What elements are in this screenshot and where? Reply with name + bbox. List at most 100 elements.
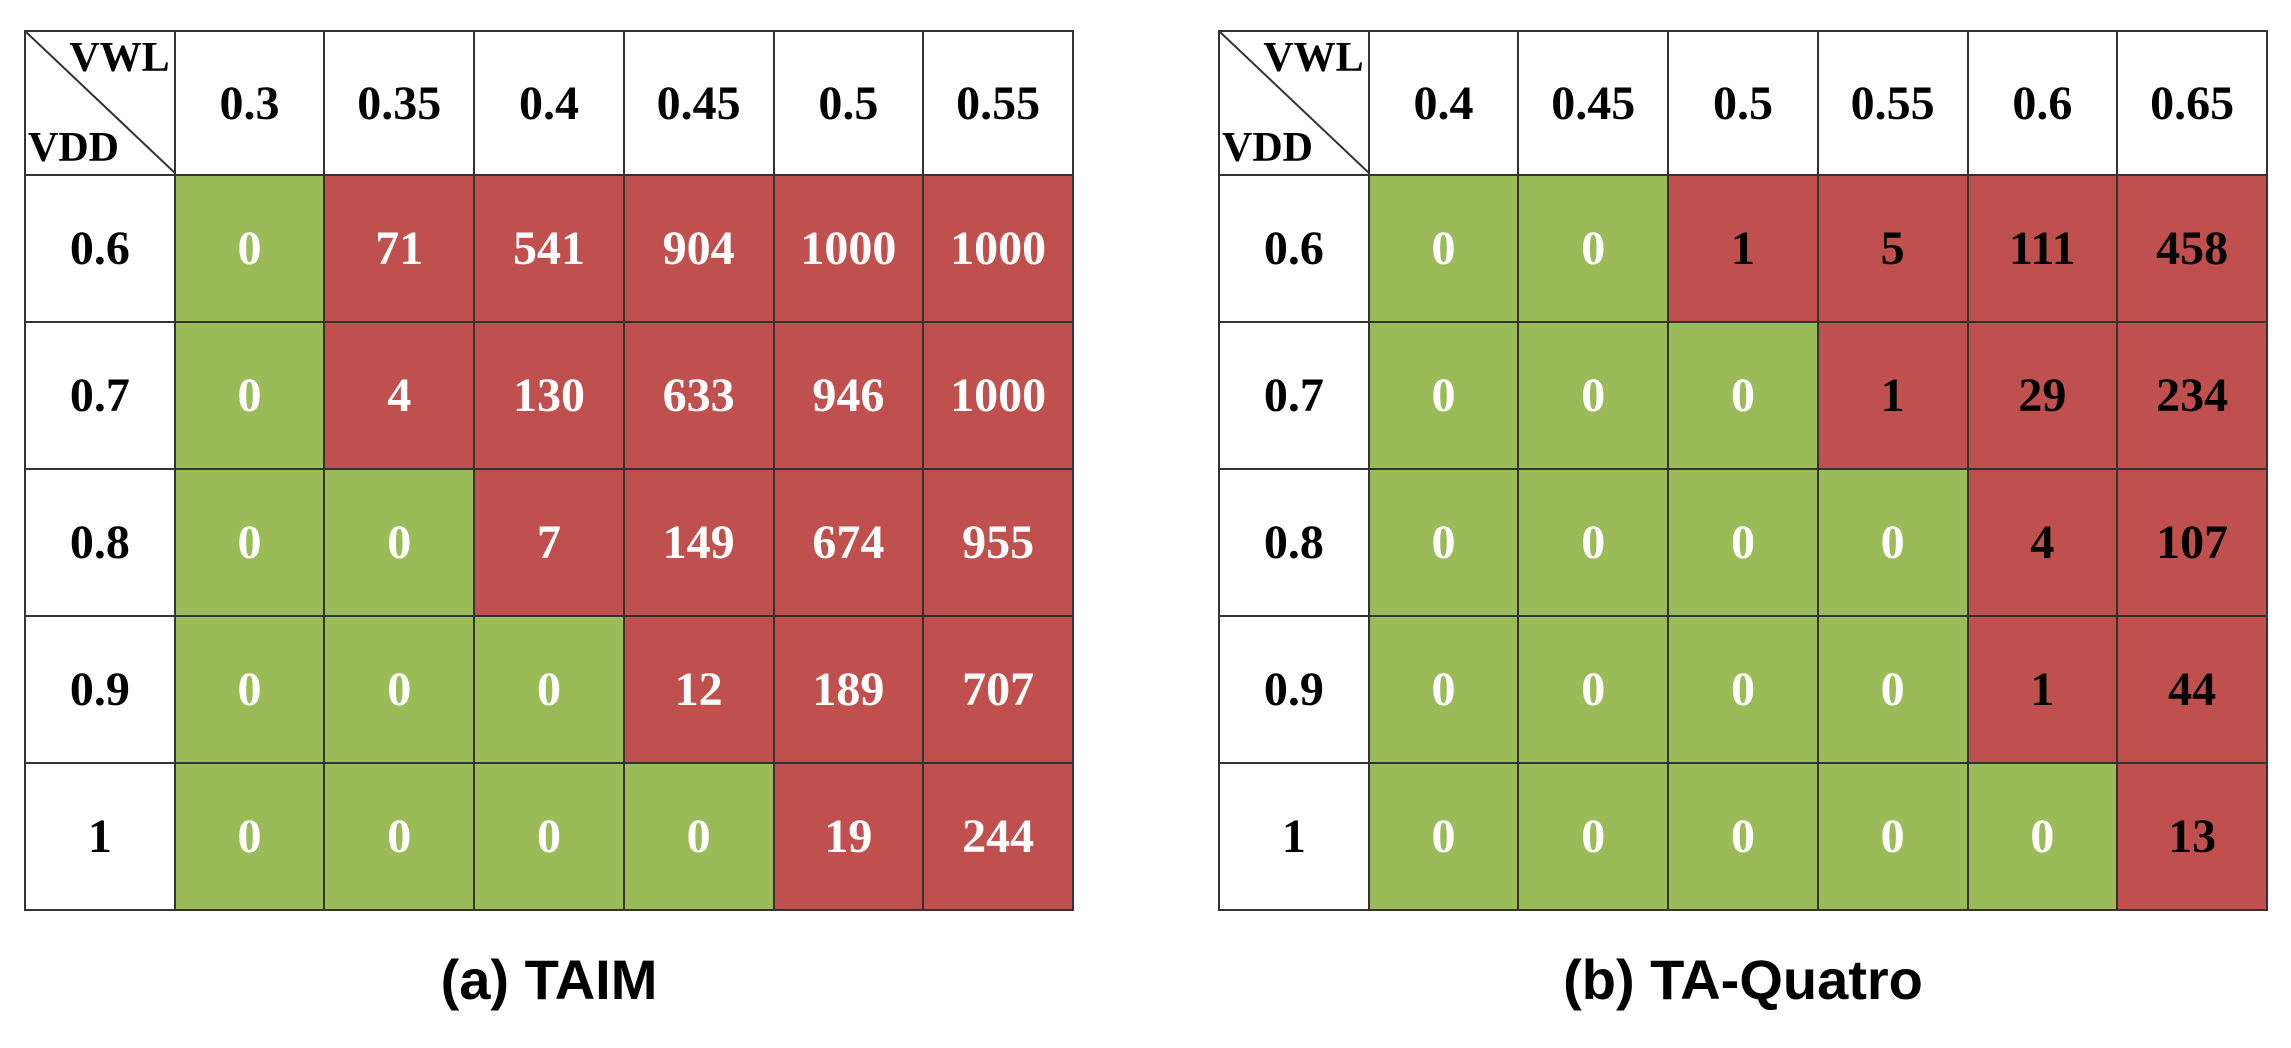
column-header: 0.45 [1517,30,1670,176]
header-row: VWL VDD 0.4 0.45 0.5 0.55 0.6 0.65 [1218,30,2268,176]
cell-pass: 0 [1667,321,1819,470]
table-row: 0.8 0 0 7 149 674 955 [24,468,1074,617]
cell-fail: 4 [323,321,476,470]
cell-fail: 904 [622,174,775,323]
cell-fail: 541 [473,174,625,323]
table-row: 0.9 0 0 0 0 1 44 [1218,615,2268,764]
cell-fail: 244 [922,762,1074,911]
cell-pass: 0 [1966,762,2119,911]
column-header: 0.35 [323,30,476,176]
corner-diagonal [1220,32,1370,174]
cell-pass: 0 [1667,468,1819,617]
cell-fail: 189 [772,615,925,764]
row-header: 0.7 [24,321,176,470]
cell-pass: 0 [1517,174,1670,323]
corner-cell: VWL VDD [1218,30,1370,176]
cell-pass: 0 [1367,321,1520,470]
row-header: 0.6 [1218,174,1370,323]
corner-row-label: VDD [1222,125,1313,171]
cell-pass: 0 [1667,762,1819,911]
table-row: 1 0 0 0 0 19 244 [24,762,1074,911]
cell-pass: 0 [473,762,625,911]
header-row: VWL VDD 0.3 0.35 0.4 0.45 0.5 0.55 [24,30,1074,176]
column-header: 0.4 [473,30,625,176]
row-header: 0.9 [1218,615,1370,764]
panel-ta-quatro: VWL VDD 0.4 0.45 0.5 0.55 0.6 0.65 0.6 0 0 1 5 111 458… [1218,30,2268,1012]
corner-column-label: VWL [69,35,170,81]
cell-fail: 71 [323,174,476,323]
table-row: 0.7 0 4 130 633 946 1000 [24,321,1074,470]
cell-fail: 7 [473,468,625,617]
cell-fail: 1000 [772,174,925,323]
table-row: 0.7 0 0 0 1 29 234 [1218,321,2268,470]
column-header: 0.5 [1667,30,1819,176]
cell-fail: 44 [2116,615,2268,764]
column-header: 0.3 [173,30,326,176]
taim-caption: (a) TAIM [440,948,658,1011]
cell-fail: 674 [772,468,925,617]
cell-fail: 4 [1966,468,2119,617]
row-header: 0.8 [24,468,176,617]
cell-fail: 458 [2116,174,2268,323]
cell-fail: 29 [1966,321,2119,470]
column-header: 0.65 [2116,30,2268,176]
ta-quatro-caption: (b) TA-Quatro [1563,948,1923,1011]
table-row: 0.9 0 0 0 12 189 707 [24,615,1074,764]
cell-pass: 0 [173,762,326,911]
taim-table: VWL VDD 0.3 0.35 0.4 0.45 0.5 0.55 0.6 0 71 541 904 1… [24,30,1074,911]
column-header: 0.4 [1367,30,1520,176]
cell-fail: 130 [473,321,625,470]
cell-fail: 707 [922,615,1074,764]
cell-fail: 633 [622,321,775,470]
cell-fail: 955 [922,468,1074,617]
cell-pass: 0 [173,321,326,470]
corner-row-label: VDD [28,125,119,171]
cell-pass: 0 [1367,174,1520,323]
cell-fail: 234 [2116,321,2268,470]
corner-diagonal [26,32,176,174]
cell-pass: 0 [1816,468,1969,617]
row-header: 0.8 [1218,468,1370,617]
ta-quatro-table: VWL VDD 0.4 0.45 0.5 0.55 0.6 0.65 0.6 0 0 1 5 111 458… [1218,30,2268,911]
row-header: 0.9 [24,615,176,764]
cell-fail: 13 [2116,762,2268,911]
row-header: 1 [24,762,176,911]
column-header: 0.55 [922,30,1074,176]
corner-column-label: VWL [1263,35,1364,81]
row-header: 0.7 [1218,321,1370,470]
cell-pass: 0 [323,615,476,764]
table-row: 0.6 0 0 1 5 111 458 [1218,174,2268,323]
column-header: 0.45 [622,30,775,176]
cell-pass: 0 [1517,615,1670,764]
cell-pass: 0 [473,615,625,764]
cell-pass: 0 [173,468,326,617]
cell-pass: 0 [173,174,326,323]
cell-pass: 0 [622,762,775,911]
cell-pass: 0 [1667,615,1819,764]
cell-fail: 19 [772,762,925,911]
cell-pass: 0 [1517,468,1670,617]
panel-taim: VWL VDD 0.3 0.35 0.4 0.45 0.5 0.55 0.6 0 71 541 904 1… [24,30,1074,1012]
cell-pass: 0 [173,615,326,764]
cell-pass: 0 [1517,321,1670,470]
cell-pass: 0 [1367,468,1520,617]
cell-fail: 1 [1667,174,1819,323]
cell-pass: 0 [1367,615,1520,764]
cell-pass: 0 [323,468,476,617]
cell-pass: 0 [1517,762,1670,911]
cell-fail: 111 [1966,174,2119,323]
cell-fail: 12 [622,615,775,764]
corner-cell: VWL VDD [24,30,176,176]
table-row: 0.6 0 71 541 904 1000 1000 [24,174,1074,323]
cell-fail: 5 [1816,174,1969,323]
column-header: 0.5 [772,30,925,176]
cell-fail: 946 [772,321,925,470]
cell-fail: 107 [2116,468,2268,617]
cell-fail: 149 [622,468,775,617]
cell-fail: 1000 [922,174,1074,323]
cell-pass: 0 [1816,615,1969,764]
cell-pass: 0 [323,762,476,911]
column-header: 0.55 [1816,30,1969,176]
cell-pass: 0 [1816,762,1969,911]
row-header: 0.6 [24,174,176,323]
